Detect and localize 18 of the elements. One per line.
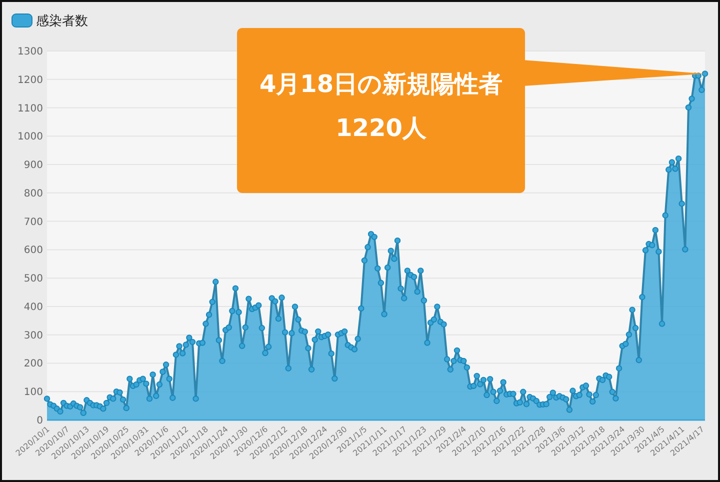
- legend: 感染者数: [12, 14, 88, 29]
- y-tick-label: 700: [24, 216, 43, 228]
- y-tick-label: 200: [24, 358, 43, 370]
- y-tick-label: 300: [24, 330, 43, 342]
- y-tick-label: 0: [36, 416, 43, 426]
- y-tick-label: 1300: [18, 46, 43, 58]
- y-tick-label: 400: [24, 302, 43, 313]
- y-tick-label: 1000: [18, 132, 43, 143]
- y-tick-label: 600: [24, 245, 43, 256]
- y-tick-label: 500: [24, 274, 43, 285]
- y-tick-label: 1200: [18, 74, 43, 86]
- legend-label: 感染者数: [36, 14, 88, 29]
- annotation: 4月18日の新規陽性者 1220人: [259, 70, 503, 142]
- y-tick-label: 1100: [18, 103, 43, 114]
- y-tick-label: 800: [24, 188, 43, 200]
- y-tick-label: 900: [24, 160, 43, 172]
- annotation: 4月18日の新規陽性者 1220人: [237, 28, 705, 193]
- y-tick-label: 100: [24, 387, 43, 398]
